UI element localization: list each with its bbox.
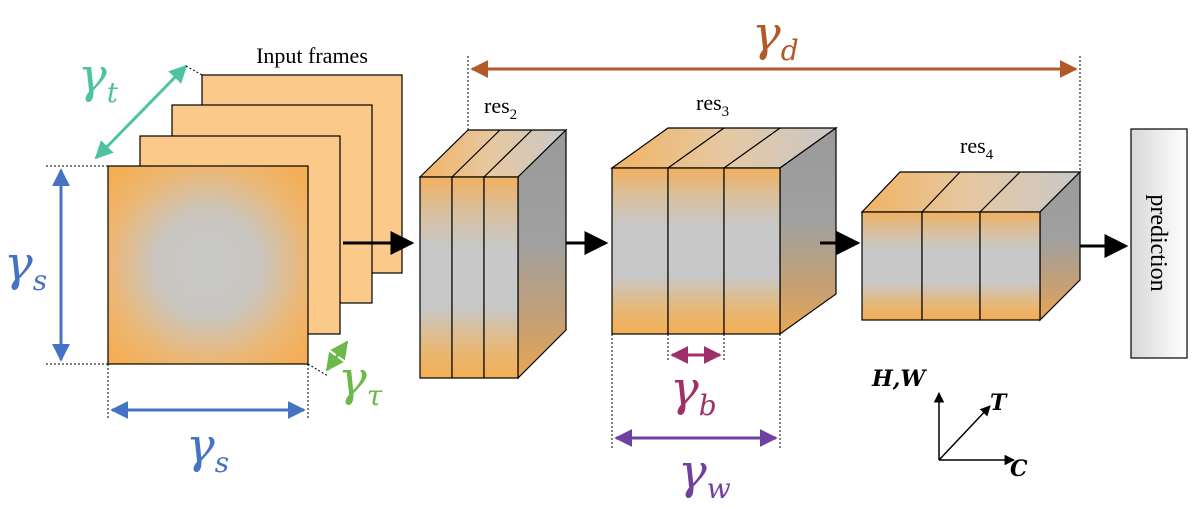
res4-top-divider-1 [921, 171, 961, 213]
res3-front-slice-2 [667, 167, 725, 335]
input-frames-stack [107, 74, 403, 365]
res4-label: res4 [960, 133, 994, 163]
gamma-b-label: γb [670, 361, 717, 422]
axis-t-arrow [938, 405, 991, 461]
gamma-w-label: γw [678, 444, 731, 505]
res3-front-slice-3 [723, 167, 781, 335]
gamma-t-arrow [94, 64, 188, 160]
gamma-tau-arrow [325, 340, 349, 372]
gamma-s-vertical-label: γs [4, 236, 47, 297]
axis-t-label: T [990, 390, 1008, 416]
res3-front-slice-1 [611, 167, 669, 335]
gamma-d-label: γd [752, 6, 799, 67]
input-frames-label: Input frames [256, 43, 368, 68]
prediction-label: prediction [1145, 194, 1171, 291]
res3-top-divider-2 [723, 127, 781, 169]
res4-block [860, 170, 1082, 322]
axis-hw-label: H,W [871, 366, 927, 392]
res4-front-slice-1 [861, 211, 923, 321]
res2-front-slice-1 [419, 176, 453, 379]
prediction-box: prediction [1130, 128, 1188, 359]
input-frame-front [107, 165, 309, 365]
res2-top-divider-1 [451, 129, 501, 178]
axis-legend: H,W T C [871, 366, 1028, 482]
gamma-t-guide [185, 65, 203, 76]
gamma-tau-guide [307, 363, 329, 377]
res4-top-divider-2 [979, 171, 1021, 213]
axis-c-label: C [1010, 456, 1028, 482]
res2-front-slice-3 [483, 176, 519, 379]
res4-front-slice-3 [979, 211, 1041, 321]
res4-front-slice-2 [921, 211, 981, 321]
res2-label: res2 [484, 93, 517, 123]
res3-label: res3 [696, 90, 729, 120]
res2-front-slice-2 [451, 176, 485, 379]
res2-top-divider-2 [483, 129, 533, 178]
gamma-s-horizontal-label: γs [186, 418, 229, 479]
res2-block [418, 128, 568, 380]
res3-block [610, 126, 838, 336]
gamma-tau-label: γτ [338, 351, 383, 412]
res3-top-divider-1 [667, 127, 725, 169]
gamma-t-label: γt [78, 48, 119, 109]
